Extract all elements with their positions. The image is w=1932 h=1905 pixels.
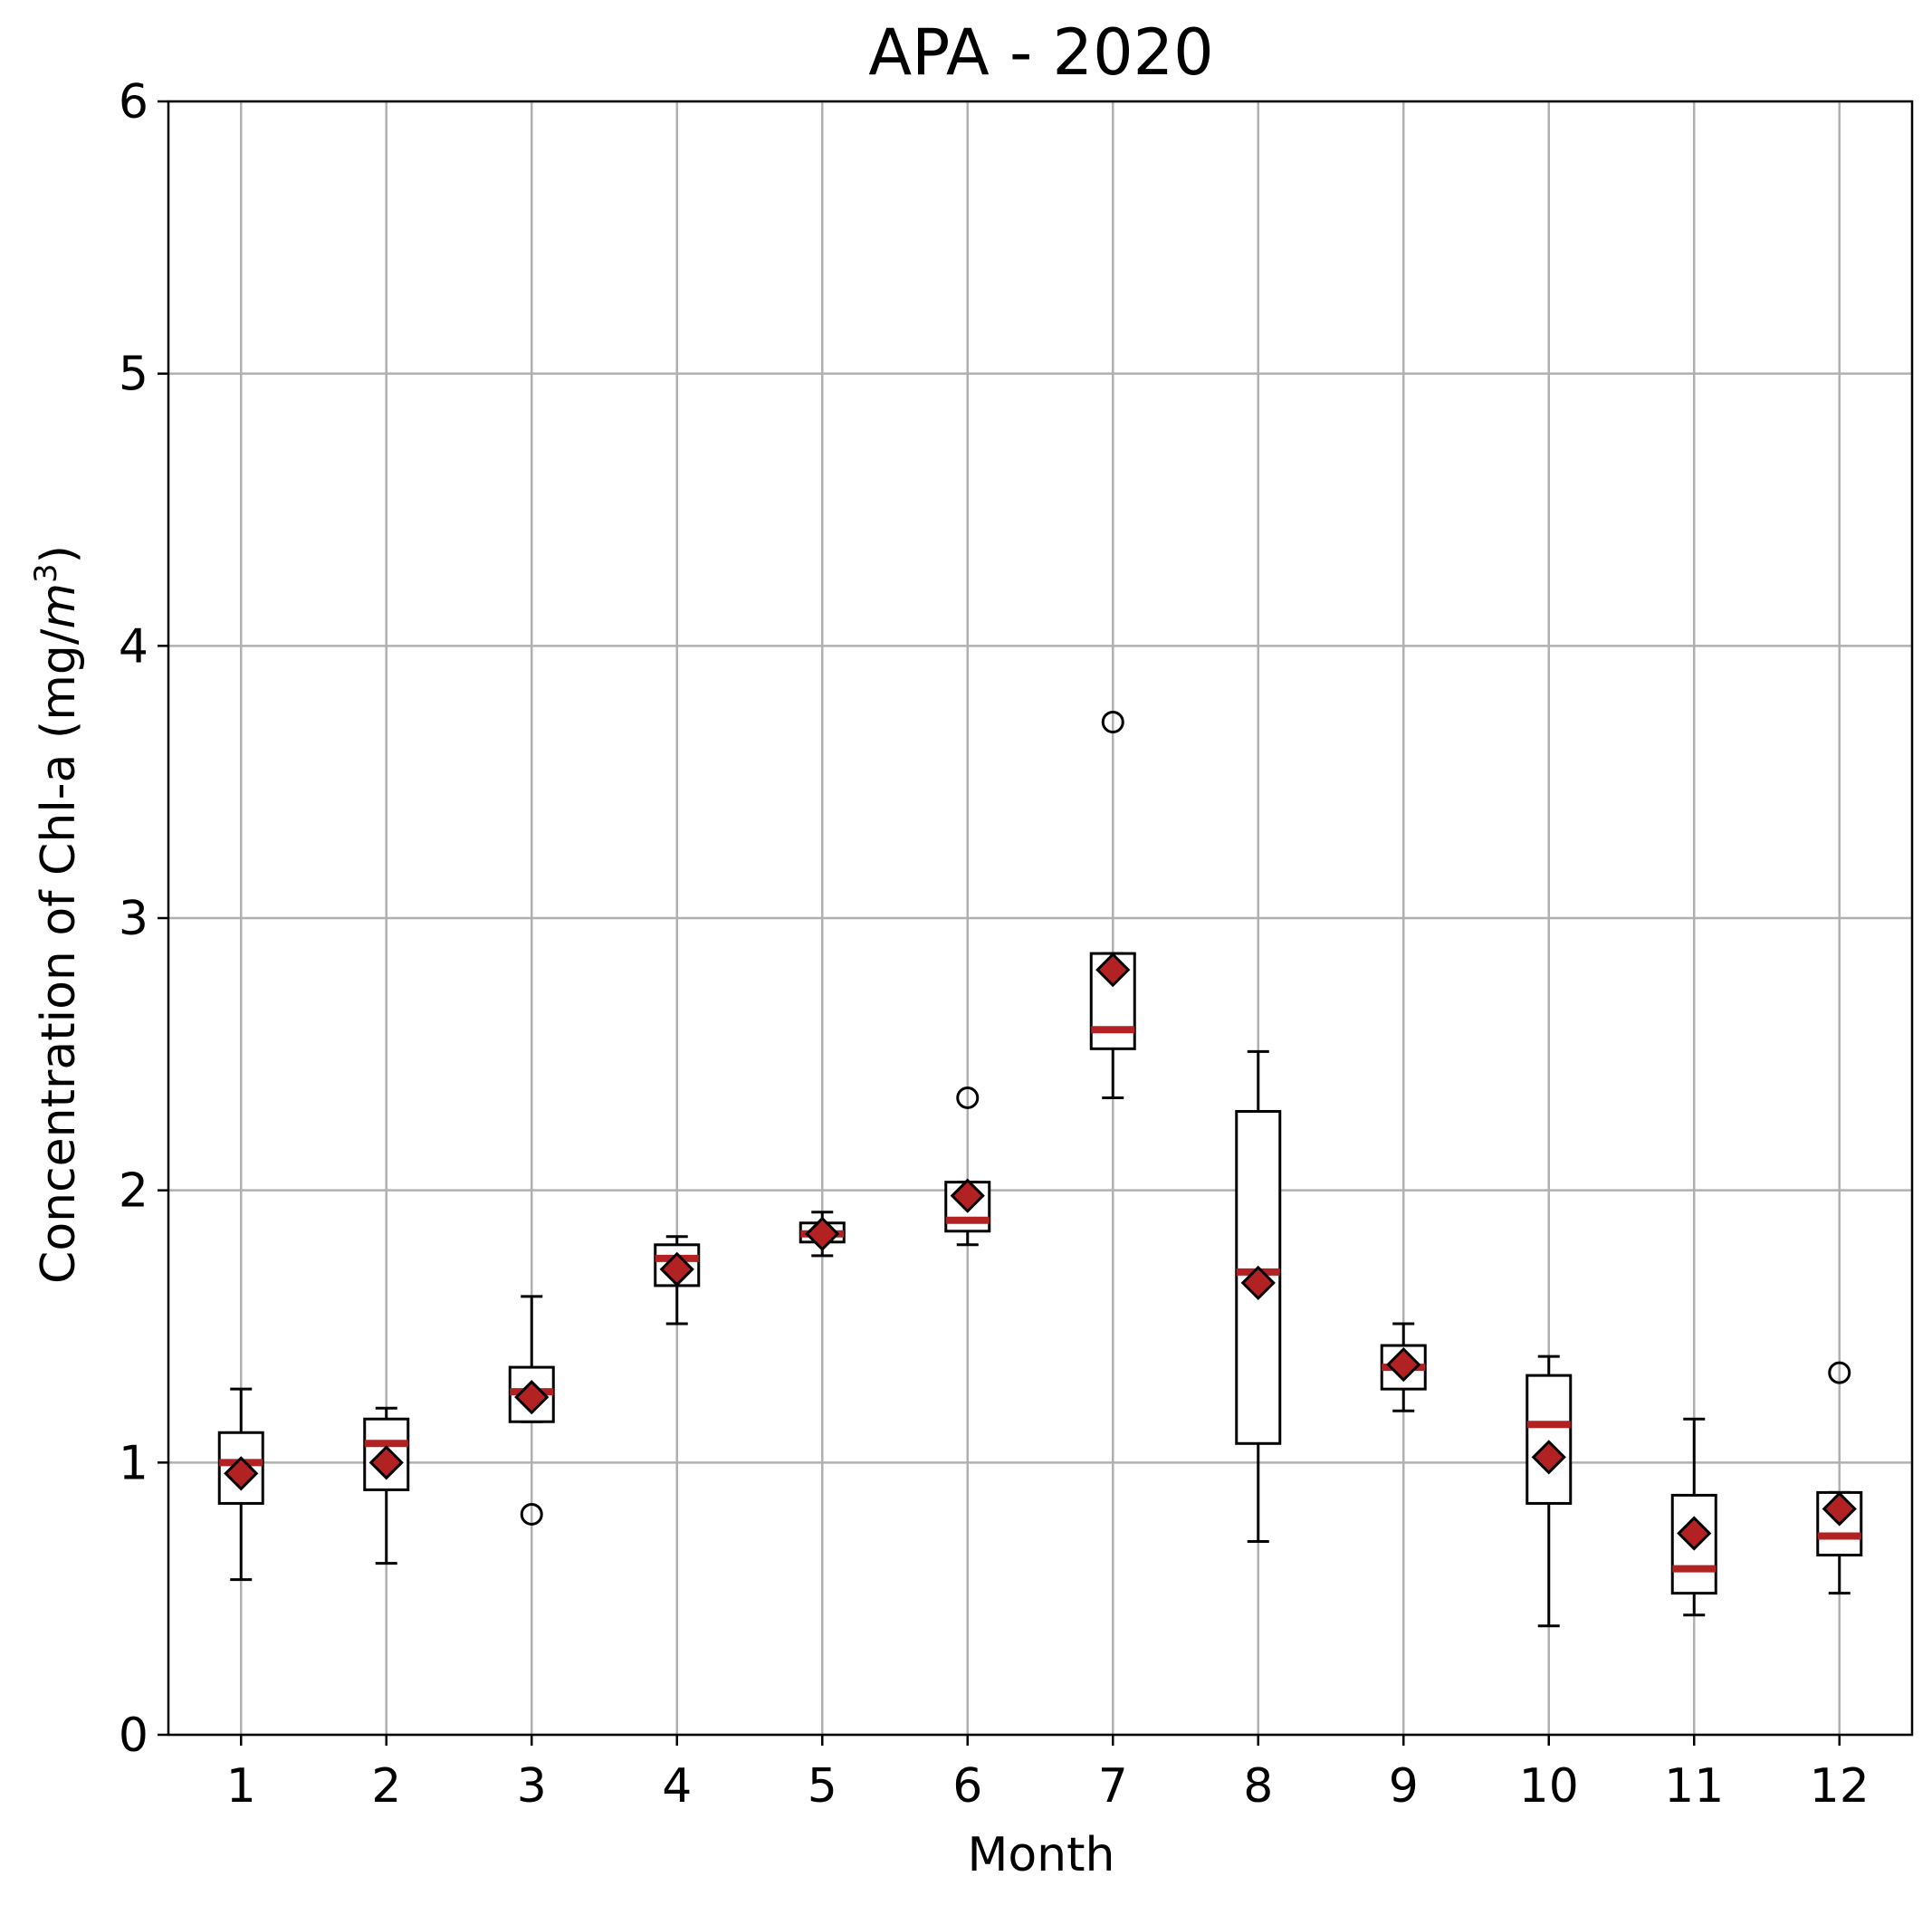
- mean-marker: [659, 1251, 694, 1287]
- x-tick-label: 1: [226, 1759, 256, 1814]
- y-axis-label-prefix: Concentration of Chl-a (mg/: [32, 628, 86, 1284]
- boxes: [217, 711, 1863, 1628]
- box-group: [1526, 1355, 1573, 1628]
- y-tick-label: 2: [119, 1164, 148, 1219]
- box-iqr: [1526, 1374, 1573, 1505]
- y-axis-label: Concentration of Chl-a (mg/m3): [28, 545, 86, 1284]
- x-axis-label: Month: [968, 1828, 1115, 1882]
- outlier-point: [1101, 711, 1124, 734]
- mean-marker: [1386, 1346, 1421, 1383]
- mean-marker: [1240, 1265, 1276, 1301]
- y-tick-label: 0: [119, 1709, 148, 1763]
- box-group: [944, 1086, 991, 1247]
- box-group: [1235, 1049, 1282, 1544]
- x-tick-label: 6: [952, 1759, 982, 1814]
- box-group: [217, 1387, 264, 1582]
- box-group: [1670, 1417, 1717, 1617]
- mean-marker: [1095, 952, 1131, 988]
- x-tick-label: 4: [662, 1759, 692, 1814]
- x-tick-label: 9: [1389, 1759, 1419, 1814]
- box-group: [654, 1235, 701, 1326]
- mean-marker: [1822, 1491, 1857, 1527]
- box-group: [1380, 1322, 1427, 1412]
- x-tick-label: 2: [371, 1759, 401, 1814]
- y-tick-label: 3: [119, 892, 148, 946]
- y-tick-label: 6: [119, 75, 148, 129]
- box-group: [1089, 711, 1136, 1099]
- x-tick-label: 5: [808, 1759, 837, 1814]
- box-group: [508, 1295, 555, 1526]
- outlier-point: [956, 1086, 980, 1109]
- x-tick-label: 7: [1098, 1759, 1128, 1814]
- y-axis-label-exponent: 3: [28, 563, 64, 583]
- y-tick-label: 1: [119, 1436, 148, 1490]
- mean-marker: [224, 1456, 259, 1491]
- mean-marker: [805, 1216, 840, 1251]
- outlier-point: [520, 1502, 543, 1526]
- y-tick-label: 5: [119, 348, 148, 402]
- x-tick-label: 3: [517, 1759, 547, 1814]
- y-axis-label-suffix: ): [32, 545, 86, 563]
- box-group: [363, 1406, 410, 1565]
- box-group: [1816, 1361, 1863, 1595]
- x-tick-label: 10: [1519, 1759, 1579, 1814]
- y-axis-label-unit: m: [32, 583, 86, 629]
- mean-marker: [368, 1445, 404, 1480]
- chart-title: APA - 2020: [868, 15, 1213, 90]
- mean-marker: [1531, 1440, 1566, 1475]
- grid: [168, 100, 1912, 1737]
- mean-marker: [514, 1380, 550, 1415]
- x-tick-label: 12: [1810, 1759, 1870, 1814]
- x-tick-label: 11: [1664, 1759, 1724, 1814]
- mean-marker: [950, 1178, 985, 1213]
- y-tick-label: 4: [119, 619, 148, 674]
- outlier-point: [1828, 1361, 1851, 1384]
- x-tick-label: 8: [1243, 1759, 1273, 1814]
- box-group: [799, 1211, 846, 1258]
- mean-marker: [1677, 1516, 1712, 1551]
